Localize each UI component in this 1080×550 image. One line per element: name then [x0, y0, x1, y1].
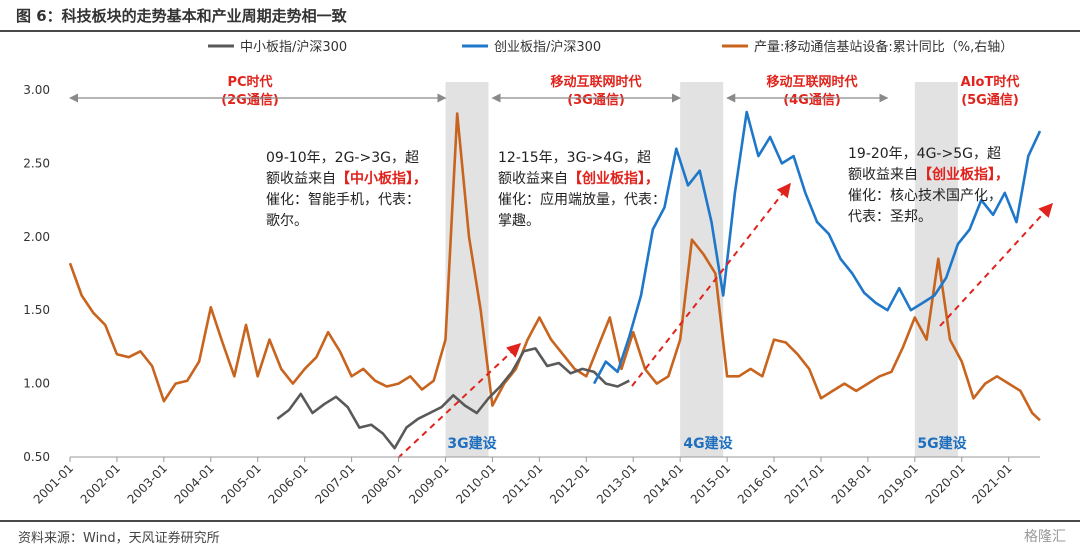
series-line-3 — [68, 112, 1041, 422]
x-tick-label: 2009-01 — [406, 461, 451, 506]
note-line: 19-20年，4G->5G，超 — [848, 146, 1001, 162]
note-line: 催化：智能手机，代表： — [266, 192, 420, 208]
era-title: AIoT时代 — [961, 74, 1020, 90]
note-text-part: 额收益来自 — [848, 167, 918, 183]
series-line-1 — [276, 347, 630, 450]
note-highlight: 【创业板指】， — [918, 166, 1009, 183]
build-label: 5G建设 — [917, 435, 967, 452]
series-line-2 — [592, 110, 1042, 385]
x-tick-label: 2012-01 — [547, 461, 592, 506]
watermark-logo: 格隆汇 — [1024, 529, 1066, 545]
note-text-part: 催化：智能手机，代表： — [266, 192, 420, 208]
x-tick-label: 2014-01 — [641, 461, 686, 506]
note-text-part: 额收益来自 — [498, 171, 568, 187]
y-axis: 0.50 1.00 1.50 2.00 2.50 3.00 — [23, 83, 50, 464]
x-tick-label: 2015-01 — [688, 461, 733, 506]
x-tick-label: 2003-01 — [125, 461, 170, 506]
shaded-period — [680, 82, 724, 457]
legend: 中小板指/沪深300 创业板指/沪深300 产量:移动通信基站设备:累计同比（%,右… — [208, 39, 1013, 55]
era-subtitle: (4G通信) — [783, 92, 841, 108]
title-bar: 图 6：科技板块的走势基本和产业周期走势相一致 — [0, 0, 1080, 32]
note-text-part: 09-10年，2G->3G，超 — [266, 150, 419, 166]
note-line: 催化：核心技术国产化， — [848, 188, 1002, 204]
x-tick-label: 2017-01 — [782, 461, 827, 506]
x-axis: 2001-01 2002-01 2003-01 2004-01 2005-01 2006-… — [31, 456, 1040, 507]
source-divider — [0, 520, 1080, 522]
note-highlight: 【创业板指】， — [568, 170, 659, 187]
note-line: 09-10年，2G->3G，超 — [266, 150, 419, 166]
x-tick-label: 2021-01 — [969, 461, 1014, 506]
x-tick-label: 2005-01 — [219, 461, 264, 506]
legend-label: 创业板指/沪深300 — [494, 39, 601, 55]
x-tick-label: 2008-01 — [359, 461, 404, 506]
note-text-part: 额收益来自 — [266, 171, 336, 187]
build-label: 4G建设 — [683, 435, 733, 452]
shaded-period — [445, 82, 489, 457]
trend-arrow — [939, 202, 1053, 327]
note-text-part: 代表：圣邦。 — [848, 209, 932, 225]
chart: 0.50 1.00 1.50 2.00 2.50 3.00 PC时代 (2G通信) 移动互联网… — [23, 39, 1053, 507]
shaded-periods — [445, 82, 958, 457]
x-tick-label: 2011-01 — [500, 461, 545, 506]
legend-label: 产量:移动通信基站设备:累计同比（%,右轴） — [754, 39, 1013, 55]
note-text-part: 12-15年，3G->4G，超 — [498, 150, 651, 166]
era-labels: PC时代 (2G通信) 移动互联网时代 (3G通信) 移动互联网时代 (4G通信) AIoT… — [69, 74, 1020, 108]
source-note: 资料来源：Wind，天风证券研究所 — [18, 531, 220, 546]
annotations: 09-10年，2G->3G，超额收益来自【中小板指】，催化：智能手机，代表：歌尔… — [266, 146, 1009, 229]
x-tick-label: 2004-01 — [172, 461, 217, 506]
y-tick-label: 1.00 — [23, 377, 50, 391]
era-subtitle: (2G通信) — [221, 92, 279, 108]
note-text-part: 19-20年，4G->5G，超 — [848, 146, 1001, 162]
note-text-part: 歌尔。 — [266, 213, 308, 229]
note-line: 额收益来自【中小板指】， — [266, 170, 427, 187]
note-text-part: 掌趣。 — [498, 213, 540, 229]
era-title: 移动互联网时代 — [550, 74, 641, 90]
x-tick-label: 2007-01 — [312, 461, 357, 506]
note-line: 歌尔。 — [266, 213, 308, 229]
note-highlight: 【中小板指】， — [336, 170, 427, 187]
y-tick-label: 2.50 — [23, 156, 50, 170]
note-text-part: 催化：应用端放量，代表： — [498, 191, 666, 208]
note-line: 掌趣。 — [498, 213, 540, 229]
x-tick-label: 2016-01 — [735, 461, 780, 506]
build-label: 3G建设 — [447, 435, 497, 452]
x-tick-label: 2002-01 — [78, 461, 123, 506]
era-subtitle: (3G通信) — [567, 92, 625, 108]
y-tick-label: 1.50 — [23, 303, 50, 317]
x-tick-label: 2019-01 — [876, 461, 921, 506]
legend-label: 中小板指/沪深300 — [240, 39, 347, 55]
x-tick-label: 2020-01 — [923, 461, 968, 506]
era-subtitle: (5G通信) — [961, 92, 1019, 108]
x-tick-label: 2010-01 — [453, 461, 498, 506]
era-title: PC时代 — [227, 74, 272, 90]
trend-arrows — [397, 182, 1053, 459]
build-labels: 3G建设 4G建设 5G建设 — [447, 435, 967, 452]
y-tick-label: 0.50 — [23, 450, 50, 464]
era-title: 移动互联网时代 — [766, 74, 857, 90]
note-line: 12-15年，3G->4G，超 — [498, 150, 651, 166]
y-tick-label: 3.00 — [23, 83, 50, 97]
note-line: 额收益来自【创业板指】， — [848, 166, 1009, 183]
trend-arrow — [397, 343, 522, 459]
trend-arrow — [631, 182, 791, 387]
note-line: 额收益来自【创业板指】， — [498, 170, 659, 187]
note-line: 代表：圣邦。 — [848, 209, 932, 225]
y-tick-label: 2.00 — [23, 230, 50, 244]
x-tick-label: 2001-01 — [31, 461, 76, 506]
x-tick-label: 2006-01 — [265, 461, 310, 506]
x-tick-label: 2018-01 — [829, 461, 874, 506]
figure-title: 图 6：科技板块的走势基本和产业周期走势相一致 — [16, 7, 347, 25]
series-lines — [68, 110, 1042, 450]
note-text-part: 催化：核心技术国产化， — [848, 188, 1002, 204]
x-tick-label: 2013-01 — [594, 461, 639, 506]
note-line: 催化：应用端放量，代表： — [498, 191, 666, 208]
